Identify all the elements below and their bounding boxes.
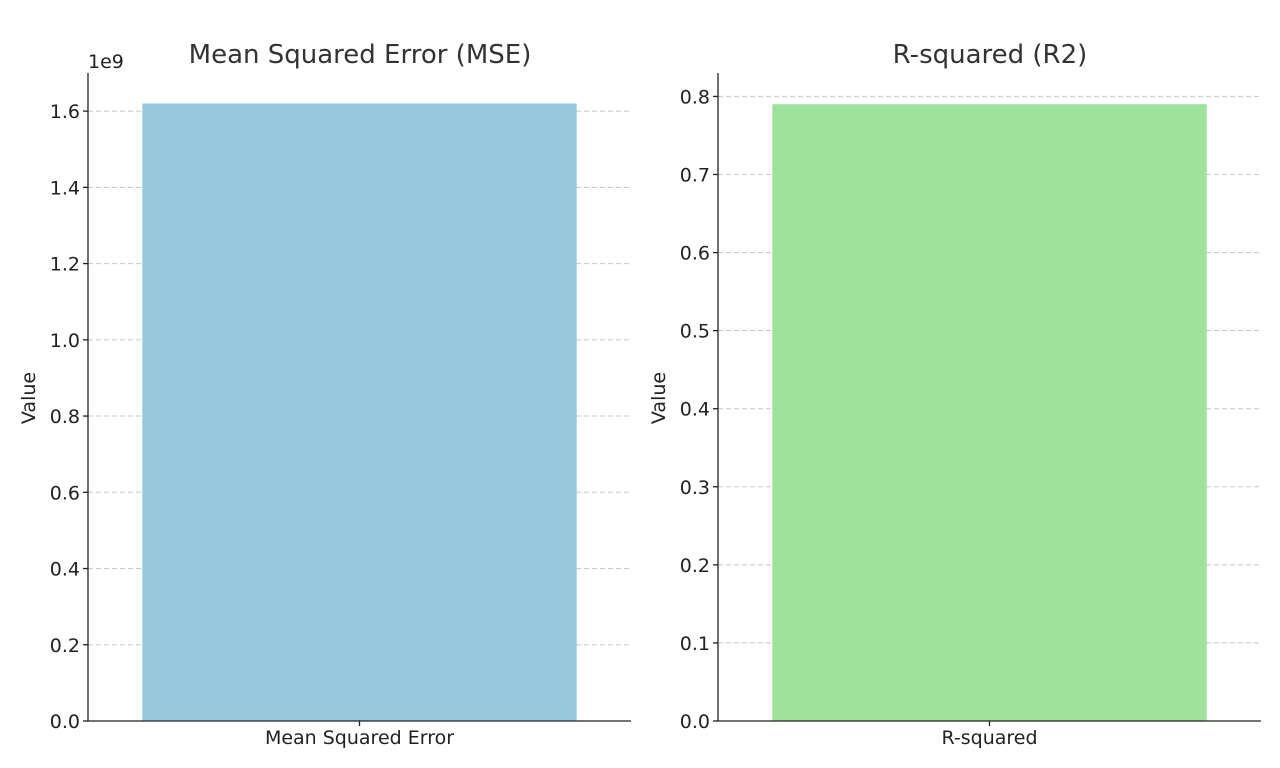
r2-y-tick-label: 0.7 (680, 164, 710, 186)
mse-y-tick-label: 1.4 (50, 177, 80, 199)
r2-y-tick-label: 0.2 (680, 555, 710, 577)
r2-y-ticks: 0.0 0.1 0.2 0.3 0.4 0.5 0.6 0.7 0.8 (680, 86, 718, 733)
r2-y-tick-label: 0.4 (680, 399, 710, 421)
r2-y-tick-label: 0.8 (680, 86, 710, 108)
mse-bar (142, 103, 577, 721)
r2-y-tick-label: 0.1 (680, 633, 710, 655)
mse-x-ticks: Mean Squared Error (265, 721, 454, 749)
r2-y-tick-label: 0.5 (680, 321, 710, 343)
r2-y-tick-label: 0.6 (680, 243, 710, 265)
r2-chart: R-squared (R2) Value 0.00.10.20.30.40.50… (648, 40, 1261, 749)
r2-bar (772, 104, 1207, 722)
mse-chart-title: Mean Squared Error (MSE) (189, 40, 532, 70)
mse-y-tick-label: 1.2 (50, 254, 80, 276)
mse-y-ticks: 0.0 0.2 0.4 0.6 0.8 1.0 1.2 1.4 1.6 (50, 101, 88, 733)
mse-y-tick-label: 0.0 (50, 711, 80, 733)
mse-chart: Mean Squared Error (MSE) 1e9 Value 0.00.… (18, 40, 631, 749)
r2-y-tick-label: 0.0 (680, 711, 710, 733)
mse-bars (142, 103, 577, 721)
r2-x-tick-label: R-squared (941, 727, 1037, 749)
r2-bars (772, 104, 1207, 722)
mse-x-tick-label: Mean Squared Error (265, 727, 454, 749)
mse-y-tick-label: 0.2 (50, 635, 80, 657)
mse-y-offset-label: 1e9 (88, 51, 124, 73)
mse-y-tick-label: 0.4 (50, 559, 80, 581)
mse-y-tick-label: 1.0 (50, 330, 80, 352)
r2-y-tick-label: 0.3 (680, 477, 710, 499)
mse-y-tick-label: 0.6 (50, 482, 80, 504)
mse-y-tick-label: 0.8 (50, 406, 80, 428)
mse-y-axis-label: Value (18, 372, 40, 424)
r2-chart-title: R-squared (R2) (893, 40, 1088, 70)
r2-y-axis-label: Value (648, 372, 670, 424)
mse-y-tick-label: 1.6 (50, 101, 80, 123)
r2-x-ticks: R-squared (941, 721, 1038, 749)
